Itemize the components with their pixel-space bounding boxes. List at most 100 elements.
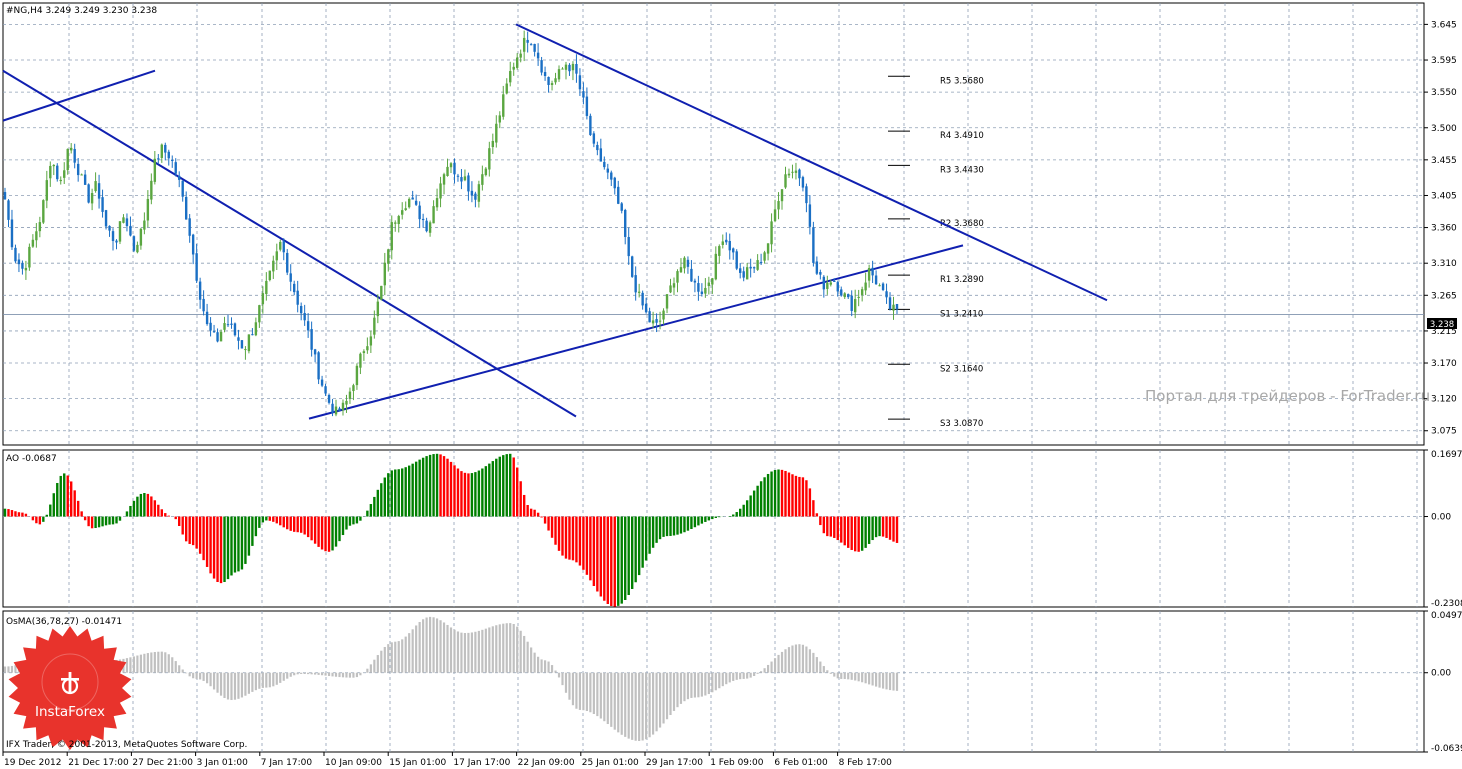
candle [76,158,80,182]
candle [303,304,306,326]
pivot-s1: S1 3.2410 [888,308,983,319]
candle [212,324,216,333]
candle [540,56,543,76]
candle [759,253,763,266]
candle [658,311,662,330]
candle [254,317,258,337]
candle [380,285,383,301]
candle [491,133,495,154]
x-tick-label: 10 Jan 09:00 [325,758,382,768]
osma-tick-label: 0.00 [1431,669,1451,679]
candle [512,62,515,76]
candle [320,375,324,388]
candle [833,278,836,282]
candle [428,220,432,237]
candle [24,260,28,280]
candle [10,209,14,250]
pivot-r1: R1 3.2890 [888,274,984,285]
pivot-r2: R2 3.3680 [888,218,984,229]
candle [21,260,24,275]
candle [718,244,721,264]
trendline-ascending [308,244,964,420]
candle [299,302,303,321]
candle [150,173,153,205]
candle [59,176,62,185]
candle [136,241,139,254]
pivot-r5: R5 3.5680 [888,75,984,86]
candle [42,199,45,224]
candle [341,399,345,416]
candle [338,406,341,412]
candle [700,283,704,297]
candle [97,174,101,209]
candle [808,195,812,235]
candle [610,170,613,187]
candle [237,329,240,350]
candle [634,266,637,301]
pivot-levels: R5 3.5680 R4 3.4910 R3 3.4430 R2 3.3680 R1 3… [888,75,984,429]
x-tick-label: 29 Jan 17:00 [646,758,703,768]
candle [226,314,230,327]
candle [404,201,407,211]
pivot-r4: R4 3.4910 [888,130,984,141]
y-tick-label: 3.500 [1431,124,1457,134]
x-tick-label: 27 Dec 21:00 [132,758,193,768]
candle [509,61,512,87]
candle [198,277,202,309]
candle [317,351,320,385]
candle [286,249,289,276]
candle [275,243,278,271]
candle [397,214,400,233]
candle [686,256,690,274]
candle [306,313,310,338]
candle [895,303,899,315]
trendline-descending-left [2,69,577,418]
price-candles [3,30,899,417]
ao-tick-label: -0.2308 [1431,599,1462,609]
candle [467,172,470,201]
candle [502,85,505,120]
candle [477,180,481,208]
candle [313,348,317,363]
y-tick-label: 3.310 [1431,259,1457,269]
candle [644,297,648,314]
candle [94,172,97,193]
candle [888,292,892,311]
ao-tick-label: 0.00 [1431,513,1451,523]
candle [836,280,839,297]
y-tick-label: 3.170 [1431,359,1457,369]
watermark: Портал для трейдеров - ForTrader.ru [1145,387,1430,405]
candle [132,235,136,253]
candle [481,165,484,191]
candle [261,286,265,314]
osma-tick-label: 0.04975 [1431,611,1462,621]
candle [366,337,369,354]
candle [780,189,784,210]
price-panel-title: #NG,H4 3.249 3.249 3.230 3.238 [6,6,157,16]
candle [655,313,658,333]
candle [387,248,390,272]
candle [624,208,627,245]
candle [35,223,38,248]
candle [174,158,177,177]
candle [533,43,536,57]
candle [794,162,798,180]
candle [414,194,418,206]
instaforex-logo: InstaForex [8,626,132,750]
candle [184,191,188,220]
candle [348,387,352,404]
candle [847,293,850,299]
candle [878,283,881,287]
candle [421,213,425,228]
x-tick-label: 8 Feb 17:00 [839,758,893,768]
candle [777,192,780,220]
current-price-marker [1427,318,1457,329]
candle [648,307,651,323]
candle [752,266,756,274]
candle [418,201,421,229]
candle [589,113,592,136]
y-tick-label: 3.265 [1431,291,1457,301]
candle [223,316,226,333]
candle [791,164,794,179]
osma-panel-frame [2,610,1425,753]
